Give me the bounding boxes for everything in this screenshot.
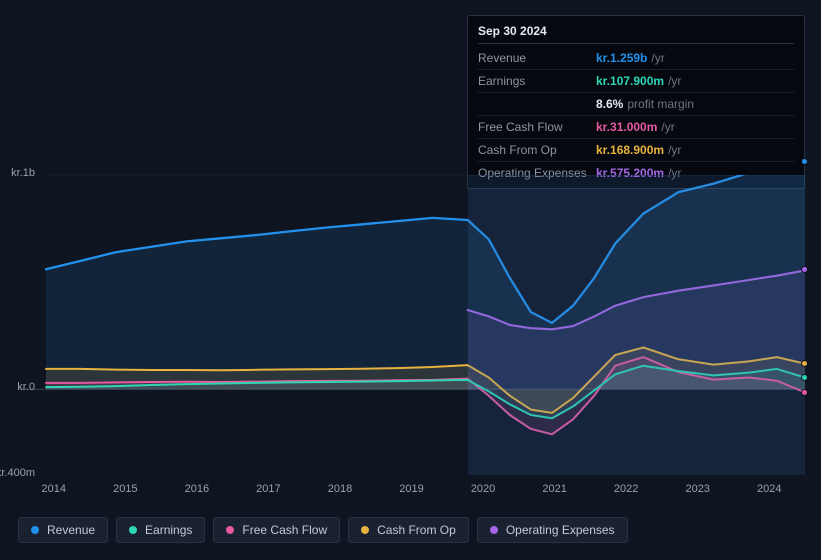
y-axis-label: kr.1b (0, 167, 35, 179)
tooltip-row-value: kr.31.000m (596, 120, 657, 134)
tooltip-row: 8.6% profit margin (478, 93, 794, 116)
chart-tooltip: Sep 30 2024 Revenuekr.1.259b/yrEarningsk… (467, 15, 805, 189)
x-axis-label: 2018 (304, 483, 376, 495)
series-end-dot (801, 389, 808, 396)
x-axis-label: 2020 (447, 483, 519, 495)
legend-item[interactable]: Earnings (116, 517, 205, 543)
tooltip-row-label: Free Cash Flow (478, 118, 596, 136)
tooltip-row-suffix: /yr (661, 120, 674, 134)
x-axis-label: 2019 (376, 483, 448, 495)
legend-label: Operating Expenses (506, 523, 615, 537)
legend-dot-icon (226, 526, 234, 534)
legend-label: Revenue (47, 523, 95, 537)
x-axis-label: 2024 (733, 483, 805, 495)
series-end-dot (801, 158, 808, 165)
financials-chart-panel: Sep 30 2024 Revenuekr.1.259b/yrEarningsk… (0, 0, 821, 560)
tooltip-row: Free Cash Flowkr.31.000m/yr (478, 116, 794, 139)
chart-highlight-band (468, 175, 805, 475)
legend-dot-icon (361, 526, 369, 534)
legend-label: Earnings (145, 523, 192, 537)
tooltip-row-suffix: /yr (668, 74, 681, 88)
tooltip-row-value: kr.107.900m (596, 74, 664, 88)
tooltip-row-value: 8.6% (596, 97, 623, 111)
x-axis-label: 2014 (18, 483, 90, 495)
legend-item[interactable]: Cash From Op (348, 517, 469, 543)
tooltip-row: Revenuekr.1.259b/yr (478, 47, 794, 70)
tooltip-row-suffix: /yr (668, 143, 681, 157)
legend-label: Free Cash Flow (242, 523, 327, 537)
y-axis-label: -kr.400m (0, 467, 35, 479)
legend-label: Cash From Op (377, 523, 456, 537)
series-end-dot (801, 374, 808, 381)
x-axis-label: 2021 (519, 483, 591, 495)
x-axis-label: 2017 (233, 483, 305, 495)
y-axis-label: kr.0 (0, 381, 35, 393)
chart-legend: Revenue Earnings Free Cash Flow Cash From O… (18, 517, 628, 543)
legend-dot-icon (490, 526, 498, 534)
legend-item[interactable]: Operating Expenses (477, 517, 628, 543)
x-axis-label: 2022 (590, 483, 662, 495)
legend-item[interactable]: Revenue (18, 517, 108, 543)
x-axis-label: 2023 (662, 483, 734, 495)
series-end-dot (801, 360, 808, 367)
tooltip-row: Cash From Opkr.168.900m/yr (478, 139, 794, 162)
series-end-dot (801, 266, 808, 273)
tooltip-row-label: Earnings (478, 72, 596, 90)
tooltip-row-suffix: profit margin (627, 97, 694, 111)
tooltip-date: Sep 30 2024 (478, 22, 794, 44)
chart-plot-area: kr.1bkr.0-kr.400m (18, 175, 805, 475)
tooltip-row-suffix: /yr (651, 51, 664, 65)
tooltip-row-label: Cash From Op (478, 141, 596, 159)
tooltip-row-label: Revenue (478, 49, 596, 67)
tooltip-row-value: kr.168.900m (596, 143, 664, 157)
x-axis-label: 2016 (161, 483, 233, 495)
tooltip-row-label (478, 95, 596, 113)
chart-x-axis: 2014201520162017201820192020202120222023… (18, 483, 805, 495)
legend-item[interactable]: Free Cash Flow (213, 517, 340, 543)
x-axis-label: 2015 (90, 483, 162, 495)
tooltip-row-value: kr.1.259b (596, 51, 647, 65)
tooltip-row: Earningskr.107.900m/yr (478, 70, 794, 93)
legend-dot-icon (31, 526, 39, 534)
legend-dot-icon (129, 526, 137, 534)
